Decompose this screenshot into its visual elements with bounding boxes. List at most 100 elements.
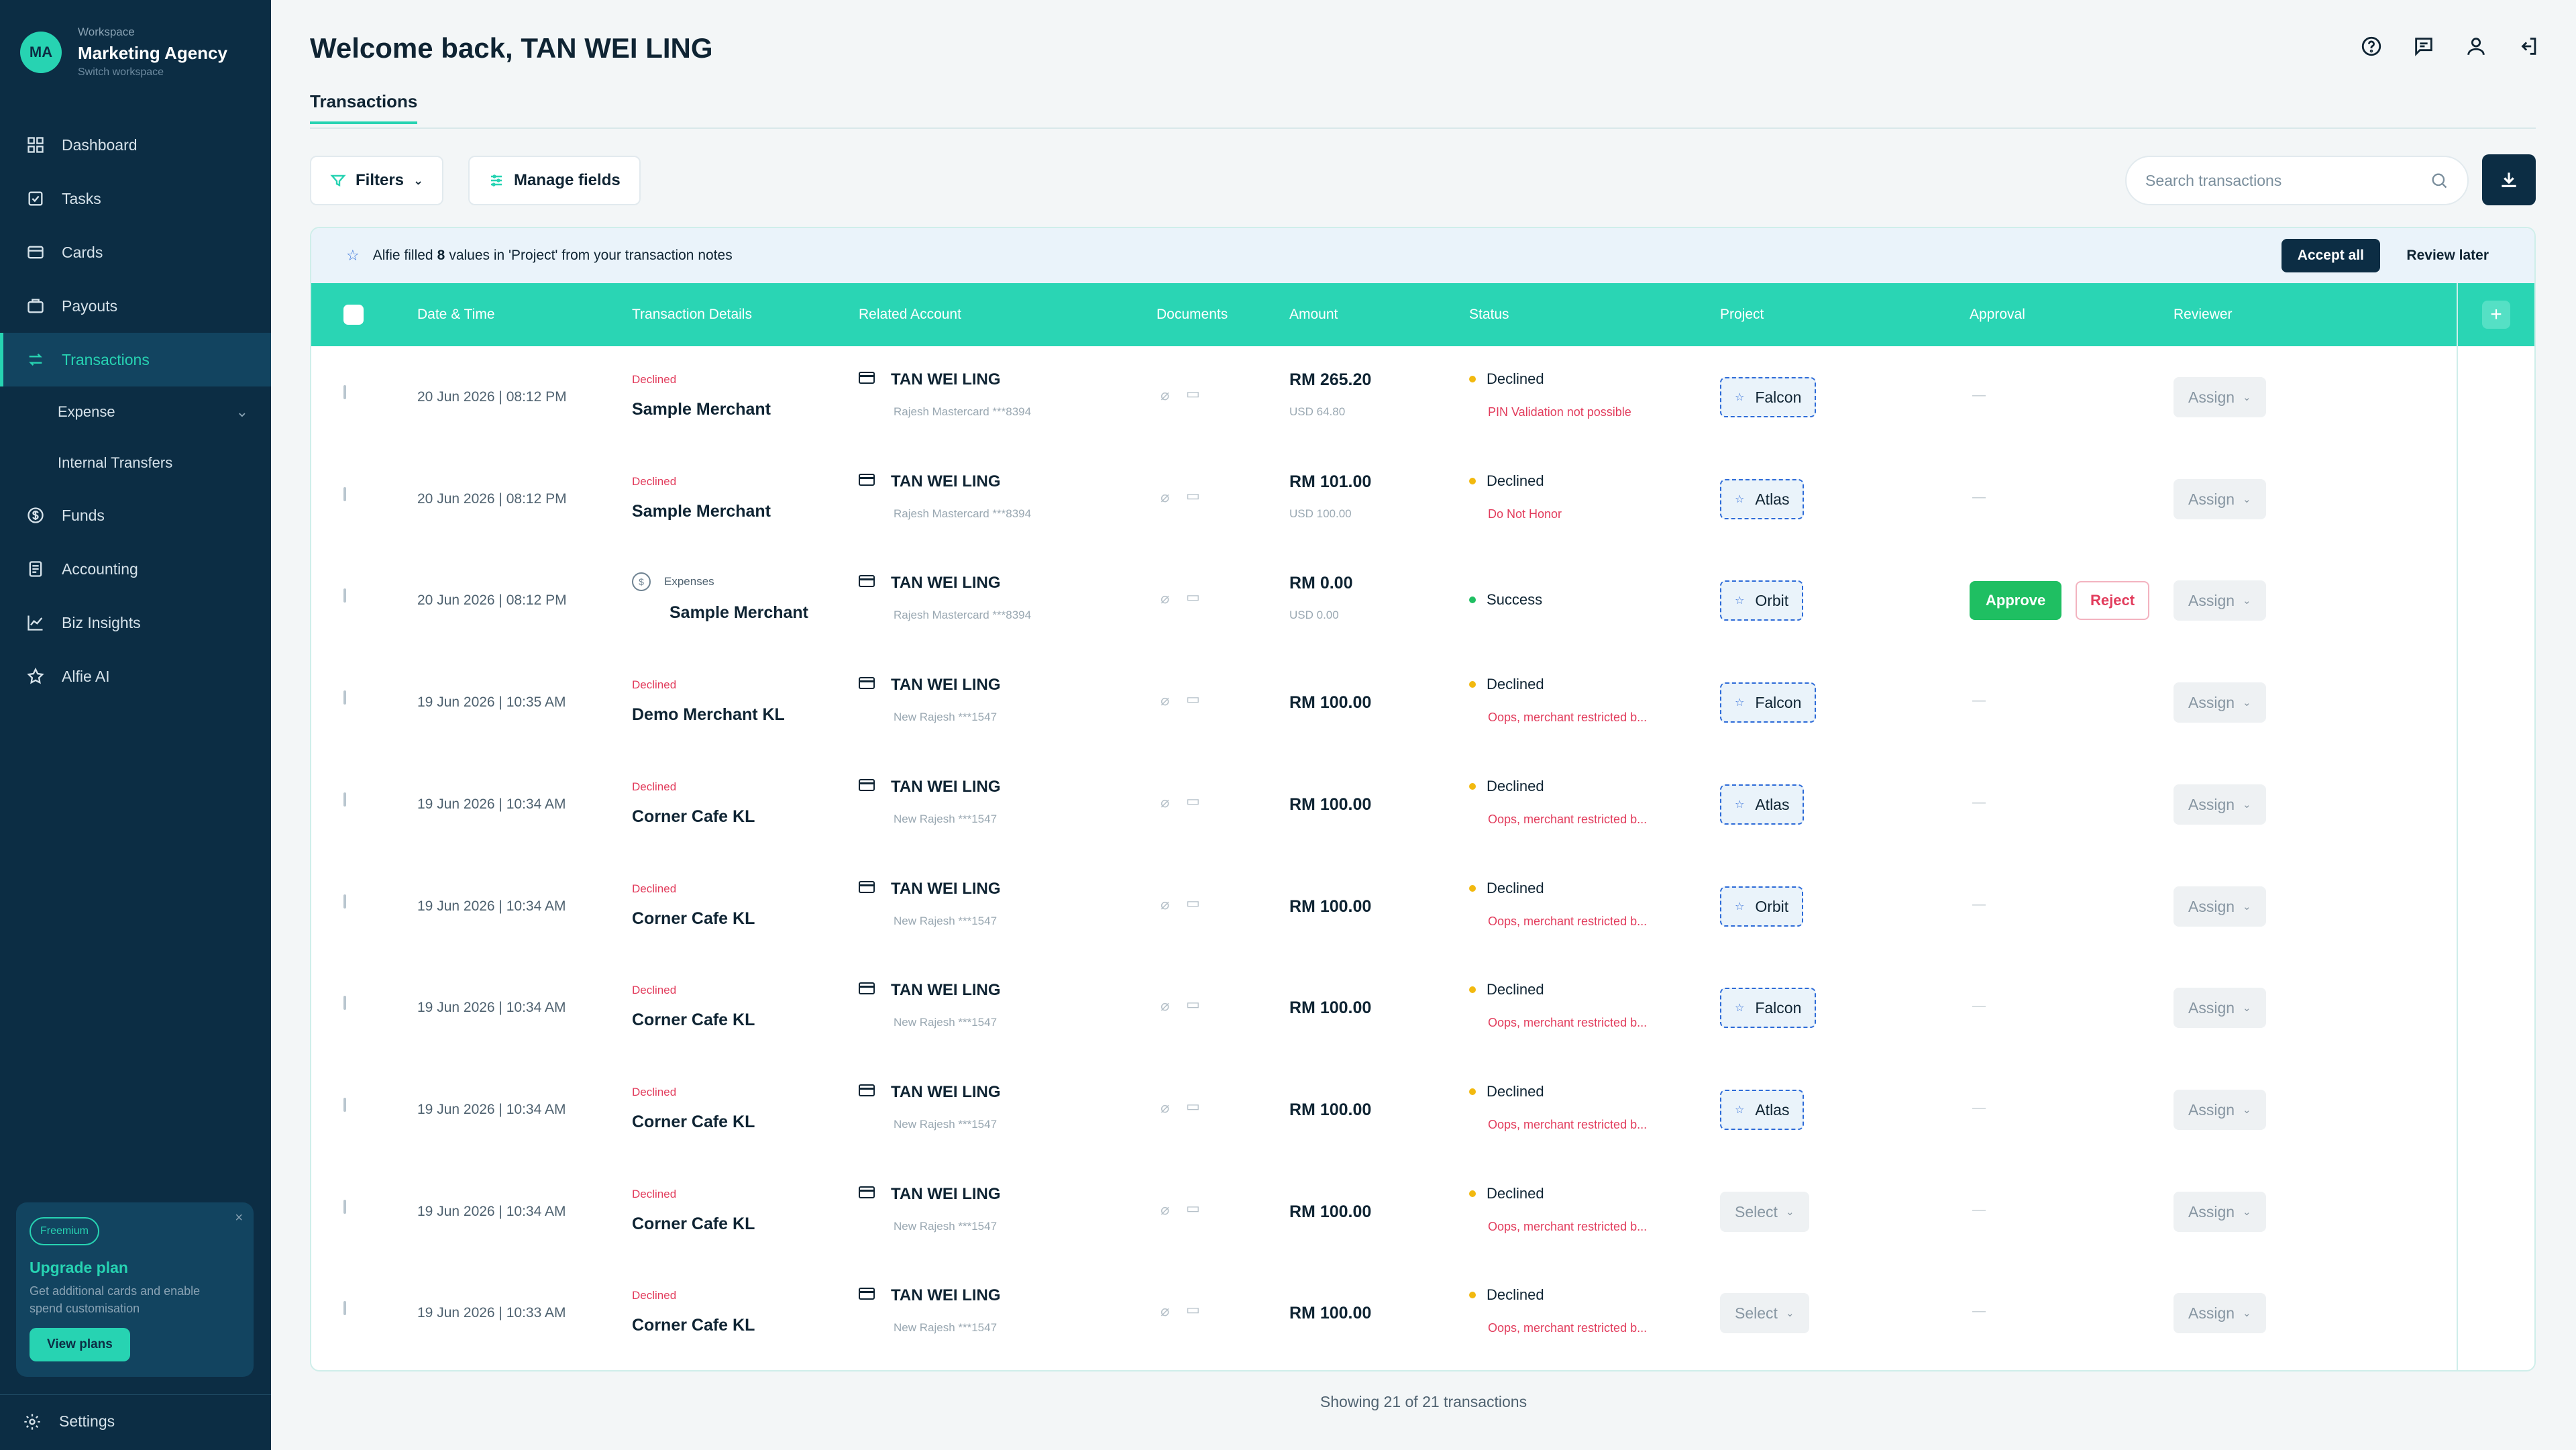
approve-button[interactable]: Approve: [1970, 581, 2062, 620]
assign-reviewer-button[interactable]: Assign ⌄: [2174, 1293, 2266, 1333]
comment-icon[interactable]: ▭: [1186, 792, 1200, 809]
merchant-name[interactable]: Corner Cafe KL: [632, 1112, 755, 1131]
row-checkbox[interactable]: [343, 792, 346, 807]
table-row[interactable]: 19 Jun 2026 | 10:34 AM Declined Corner Caf…: [311, 754, 2534, 856]
review-later-button[interactable]: Review later: [2406, 248, 2489, 263]
comment-icon[interactable]: ▭: [1186, 1200, 1200, 1216]
attachment-icon[interactable]: ⌀: [1161, 794, 1170, 811]
filters-button[interactable]: Filters ⌄: [310, 156, 444, 205]
attachment-icon[interactable]: ⌀: [1161, 488, 1170, 505]
sidebar-item-settings[interactable]: Settings: [0, 1394, 271, 1448]
account-name[interactable]: TAN WEI LING: [891, 1083, 1001, 1101]
attachment-icon[interactable]: ⌀: [1161, 896, 1170, 913]
sidebar-subitem-expense[interactable]: Expense ⌄: [0, 386, 271, 437]
view-plans-button[interactable]: View plans: [30, 1328, 130, 1361]
account-name[interactable]: TAN WEI LING: [891, 676, 1001, 694]
sidebar-item-tasks[interactable]: Tasks: [0, 172, 271, 225]
merchant-name[interactable]: Corner Cafe KL: [632, 1214, 755, 1233]
manage-fields-button[interactable]: Manage fields: [468, 156, 641, 205]
attachment-icon[interactable]: ⌀: [1161, 590, 1170, 607]
project-chip[interactable]: ☆ Falcon: [1720, 682, 1817, 723]
project-chip[interactable]: ☆ Atlas: [1720, 1090, 1805, 1130]
sidebar-item-payouts[interactable]: Payouts: [0, 279, 271, 333]
merchant-name[interactable]: Corner Cafe KL: [632, 807, 755, 826]
accept-all-button[interactable]: Accept all: [2281, 239, 2380, 272]
merchant-name[interactable]: Sample Merchant: [632, 502, 771, 521]
assign-reviewer-button[interactable]: Assign ⌄: [2174, 1090, 2266, 1130]
account-name[interactable]: TAN WEI LING: [891, 472, 1001, 490]
logout-icon[interactable]: [2516, 34, 2541, 59]
row-checkbox[interactable]: [343, 487, 346, 501]
close-icon[interactable]: ×: [235, 1210, 243, 1225]
project-select[interactable]: Select ⌄: [1720, 1293, 1809, 1333]
assign-reviewer-button[interactable]: Assign ⌄: [2174, 1192, 2266, 1232]
search-input[interactable]: Search transactions: [2125, 156, 2469, 205]
sidebar-item-funds[interactable]: Funds: [0, 488, 271, 542]
table-row[interactable]: 19 Jun 2026 | 10:34 AM Declined Corner Caf…: [311, 957, 2534, 1059]
project-chip[interactable]: ☆ Orbit: [1720, 580, 1804, 621]
assign-reviewer-button[interactable]: Assign ⌄: [2174, 479, 2266, 519]
account-name[interactable]: TAN WEI LING: [891, 574, 1001, 592]
comment-icon[interactable]: ▭: [1186, 385, 1200, 402]
column-header[interactable]: Project: [1720, 307, 1764, 322]
download-button[interactable]: [2482, 154, 2536, 205]
account-name[interactable]: TAN WEI LING: [891, 778, 1001, 796]
merchant-name[interactable]: Sample Merchant: [632, 400, 771, 419]
attachment-icon[interactable]: ⌀: [1161, 1201, 1170, 1218]
table-row[interactable]: 19 Jun 2026 | 10:34 AM Declined Corner Caf…: [311, 1059, 2534, 1161]
column-header[interactable]: Reviewer: [2174, 307, 2233, 322]
table-row[interactable]: 20 Jun 2026 | 08:12 PM Declined Sample Mer…: [311, 346, 2534, 448]
column-header[interactable]: Date & Time: [417, 307, 495, 322]
column-header[interactable]: Status: [1469, 307, 1509, 322]
comment-icon[interactable]: ▭: [1186, 894, 1200, 911]
assign-reviewer-button[interactable]: Assign ⌄: [2174, 682, 2266, 723]
attachment-icon[interactable]: ⌀: [1161, 386, 1170, 403]
project-chip[interactable]: ☆ Atlas: [1720, 479, 1805, 519]
sidebar-item-alfie-ai[interactable]: Alfie AI: [0, 650, 271, 703]
account-name[interactable]: TAN WEI LING: [891, 1286, 1001, 1304]
project-chip[interactable]: ☆ Orbit: [1720, 886, 1804, 927]
comment-icon[interactable]: ▭: [1186, 487, 1200, 504]
merchant-name[interactable]: Sample Merchant: [669, 603, 809, 622]
column-header[interactable]: Approval: [1970, 307, 2025, 322]
column-header[interactable]: Documents: [1157, 307, 1228, 322]
assign-reviewer-button[interactable]: Assign ⌄: [2174, 784, 2266, 825]
assign-reviewer-button[interactable]: Assign ⌄: [2174, 377, 2266, 417]
merchant-name[interactable]: Demo Merchant KL: [632, 705, 785, 724]
help-icon[interactable]: [2359, 34, 2384, 59]
workspace-switcher[interactable]: MA Workspace Marketing Agency Switch wor…: [20, 25, 227, 79]
account-name[interactable]: TAN WEI LING: [891, 981, 1001, 999]
row-checkbox[interactable]: [343, 996, 346, 1010]
project-chip[interactable]: ☆ Falcon: [1720, 988, 1817, 1028]
merchant-name[interactable]: Corner Cafe KL: [632, 909, 755, 928]
sidebar-item-dashboard[interactable]: Dashboard: [0, 118, 271, 172]
merchant-name[interactable]: Corner Cafe KL: [632, 1011, 755, 1029]
select-all-checkbox[interactable]: [343, 305, 364, 325]
row-checkbox[interactable]: [343, 385, 346, 399]
table-row[interactable]: 20 Jun 2026 | 08:12 PM Declined Sample Mer…: [311, 448, 2534, 550]
comment-icon[interactable]: ▭: [1186, 1301, 1200, 1318]
comment-icon[interactable]: ▭: [1186, 588, 1200, 605]
sidebar-item-transactions[interactable]: Transactions: [0, 333, 271, 386]
table-row[interactable]: 19 Jun 2026 | 10:34 AM Declined Corner Caf…: [311, 856, 2534, 957]
table-row[interactable]: 20 Jun 2026 | 08:12 PM $ Expenses Sample Me…: [311, 550, 2534, 652]
column-header[interactable]: Related Account: [859, 307, 961, 322]
switch-workspace-link[interactable]: Switch workspace: [78, 66, 164, 78]
attachment-icon[interactable]: ⌀: [1161, 1099, 1170, 1116]
sidebar-item-cards[interactable]: Cards: [0, 225, 271, 279]
reject-button[interactable]: Reject: [2076, 581, 2150, 620]
user-icon[interactable]: [2463, 34, 2489, 59]
row-checkbox[interactable]: [343, 894, 346, 909]
project-select[interactable]: Select ⌄: [1720, 1192, 1809, 1232]
row-checkbox[interactable]: [343, 1098, 346, 1112]
attachment-icon[interactable]: ⌀: [1161, 1302, 1170, 1319]
comment-icon[interactable]: ▭: [1186, 690, 1200, 707]
assign-reviewer-button[interactable]: Assign ⌄: [2174, 886, 2266, 927]
sidebar-subitem-internal-transfers[interactable]: Internal Transfers: [0, 437, 271, 488]
project-chip[interactable]: ☆ Falcon: [1720, 377, 1817, 417]
row-checkbox[interactable]: [343, 1200, 346, 1214]
attachment-icon[interactable]: ⌀: [1161, 692, 1170, 709]
project-chip[interactable]: ☆ Atlas: [1720, 784, 1805, 825]
assign-reviewer-button[interactable]: Assign ⌄: [2174, 580, 2266, 621]
tab-transactions[interactable]: Transactions: [310, 91, 418, 124]
